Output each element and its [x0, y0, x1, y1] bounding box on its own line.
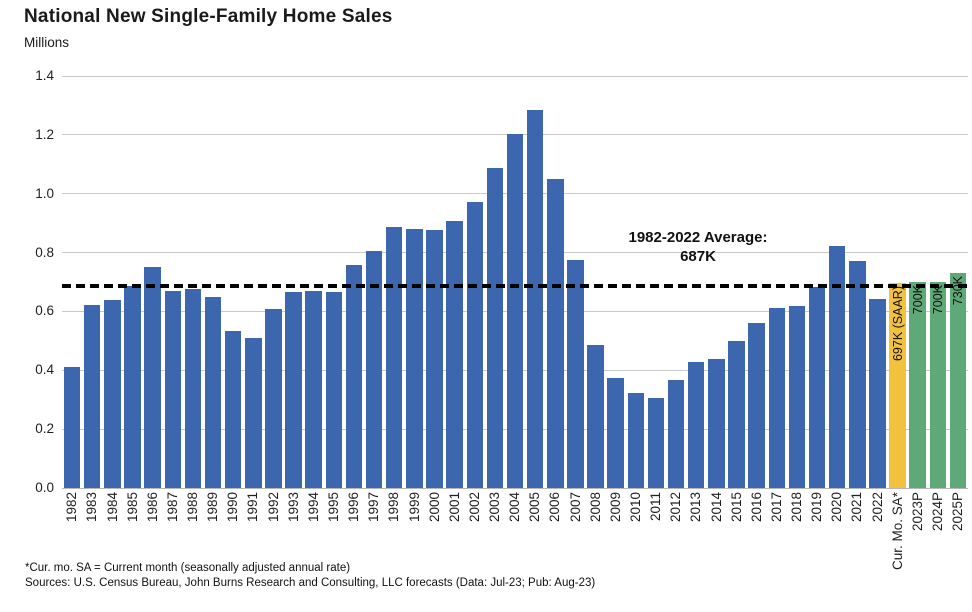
bar-2000 — [426, 229, 443, 488]
bar-2021 — [849, 261, 866, 488]
bar-2012 — [667, 379, 685, 488]
x-tick-label: 2023P — [909, 492, 925, 532]
y-tick-label: 1.0 — [35, 185, 54, 201]
y-axis-tick-labels: 0.0 0.2 0.4 0.6 0.8 1.0 1.2 1.4 — [0, 68, 54, 495]
x-axis-line — [62, 487, 968, 489]
bar-1996 — [345, 265, 363, 488]
bar-2005 — [526, 110, 544, 488]
x-tick-label: 2016 — [748, 492, 764, 523]
bar-1992 — [265, 308, 282, 488]
bar-value-label: 697K (SAAR) — [890, 285, 905, 361]
bar-2009 — [607, 377, 624, 488]
bar-value-label: 700K — [930, 285, 945, 315]
x-tick-label: 2015 — [728, 492, 744, 523]
bar-2013 — [687, 361, 705, 488]
x-tick-label: 2025P — [950, 492, 966, 532]
x-tick-label: 2021 — [849, 492, 865, 523]
x-tick-label: 2018 — [789, 492, 805, 523]
bar-1984 — [104, 300, 121, 488]
gridline — [62, 75, 968, 77]
x-tick-label: 2020 — [829, 492, 845, 523]
x-tick-label: 2012 — [668, 492, 684, 523]
average-dashed-line — [62, 283, 968, 288]
bar-2001 — [446, 220, 463, 488]
plot-area: 697K (SAAR) 700K 700K 730K 1982-2022 Averag… — [62, 75, 968, 489]
bar-1983 — [83, 304, 101, 488]
bar-2020 — [828, 246, 846, 488]
bar-value-label: 730K — [950, 276, 965, 306]
y-tick-label: 0.2 — [35, 421, 54, 437]
x-tick-label: 2017 — [768, 492, 784, 523]
chart-title: National New Single-Family Home Sales — [24, 6, 393, 27]
bar-2008 — [587, 345, 604, 488]
bar-2025p: 730K — [949, 273, 967, 488]
bars: 697K (SAAR) 700K 700K 730K — [62, 76, 968, 488]
bar-1991 — [245, 338, 262, 488]
footnote-sources: Sources: U.S. Census Bureau, John Burns … — [25, 577, 596, 589]
bar-2006 — [547, 178, 564, 488]
x-tick-label: Cur. Mo. SA* — [889, 492, 905, 571]
bar-1987 — [164, 290, 181, 488]
bar-value-label: 700K — [910, 285, 925, 315]
average-annotation: 1982-2022 Average: 687K — [578, 228, 818, 266]
y-tick-label: 0.0 — [35, 480, 54, 495]
bar-1982 — [63, 366, 81, 488]
bar-2004 — [506, 134, 524, 488]
bar-2017 — [768, 307, 785, 488]
bar-1985 — [124, 285, 141, 488]
bar-2023p: 700K — [909, 282, 926, 488]
bar-2024p: 700K — [929, 282, 946, 488]
bar-2014 — [708, 359, 725, 488]
bar-2003 — [486, 168, 504, 488]
bar-cur-mo-sa-: 697K (SAAR) — [889, 282, 906, 488]
bar-1989 — [204, 296, 222, 488]
y-tick-label: 0.8 — [35, 244, 54, 260]
bar-2011 — [647, 397, 665, 488]
bar-1986 — [144, 267, 161, 488]
bar-1994 — [305, 290, 322, 488]
y-axis-units-label: Millions — [24, 35, 70, 50]
y-tick-label: 0.6 — [35, 303, 54, 319]
y-tick-label: 0.4 — [35, 362, 54, 378]
x-tick-label: 2013 — [688, 492, 704, 523]
bar-2010 — [627, 392, 644, 488]
x-tick-label: 2022 — [869, 492, 885, 523]
bar-2015 — [728, 340, 745, 488]
bar-2022 — [869, 299, 886, 488]
bar-1993 — [285, 292, 302, 488]
x-tick-label: 2014 — [708, 492, 724, 523]
bar-1988 — [184, 289, 202, 488]
bar-1990 — [224, 330, 242, 488]
footnote-definition: *Cur. mo. SA = Current month (seasonally… — [25, 562, 351, 574]
x-tick-label: 2019 — [809, 492, 825, 523]
x-tick-label: 2024P — [929, 492, 945, 532]
y-tick-label: 1.4 — [35, 68, 54, 83]
bar-2002 — [466, 201, 483, 488]
y-tick-label: 1.2 — [35, 126, 54, 142]
bar-1998 — [385, 227, 403, 488]
bar-2016 — [748, 322, 765, 488]
bar-1997 — [365, 251, 383, 488]
average-annotation-line2: 687K — [680, 248, 716, 265]
x-tick-label: 2011 — [648, 492, 664, 522]
average-annotation-line1: 1982-2022 Average: — [628, 229, 768, 246]
bar-1999 — [406, 229, 423, 488]
x-tick-label: 2009 — [607, 492, 623, 523]
bar-2018 — [788, 306, 806, 488]
bar-2007 — [567, 259, 584, 488]
bar-1995 — [325, 291, 342, 488]
bar-2019 — [808, 287, 826, 488]
x-tick-label: 2010 — [627, 492, 643, 523]
